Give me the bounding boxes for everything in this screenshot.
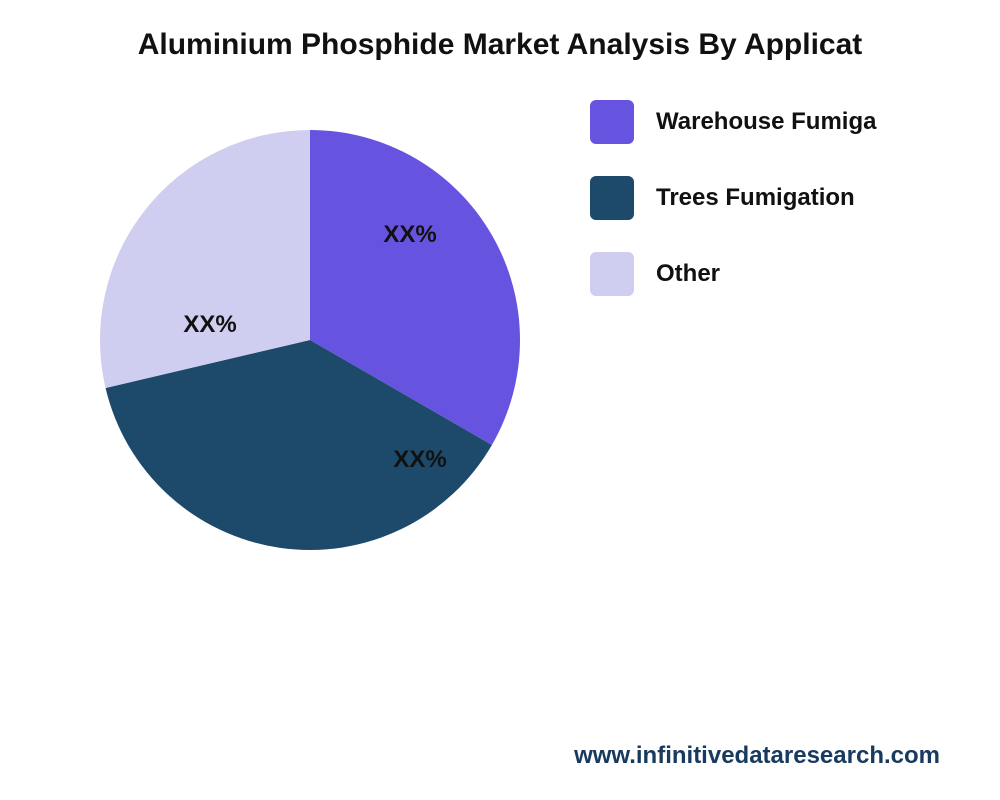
legend-label: Other: [656, 260, 720, 288]
pie-svg: [100, 130, 520, 550]
pie-slice-label: XX%: [393, 446, 446, 474]
chart-title: Aluminium Phosphide Market Analysis By A…: [0, 0, 1000, 62]
legend-swatch: [590, 100, 634, 144]
legend: Warehouse Fumiga Trees Fumigation Other: [590, 100, 990, 328]
legend-item: Warehouse Fumiga: [590, 100, 990, 144]
chart-area: XX% XX% XX% Warehouse Fumiga Trees Fumigati…: [0, 90, 1000, 690]
legend-swatch: [590, 252, 634, 296]
pie-chart: XX% XX% XX%: [100, 130, 520, 550]
legend-item: Other: [590, 252, 990, 296]
pie-slice-label: XX%: [383, 221, 436, 249]
legend-label: Warehouse Fumiga: [656, 108, 876, 136]
legend-item: Trees Fumigation: [590, 176, 990, 220]
legend-label: Trees Fumigation: [656, 184, 855, 212]
footer-attribution: www.infinitivedataresearch.com: [574, 742, 940, 770]
legend-swatch: [590, 176, 634, 220]
pie-slice-label: XX%: [183, 311, 236, 339]
